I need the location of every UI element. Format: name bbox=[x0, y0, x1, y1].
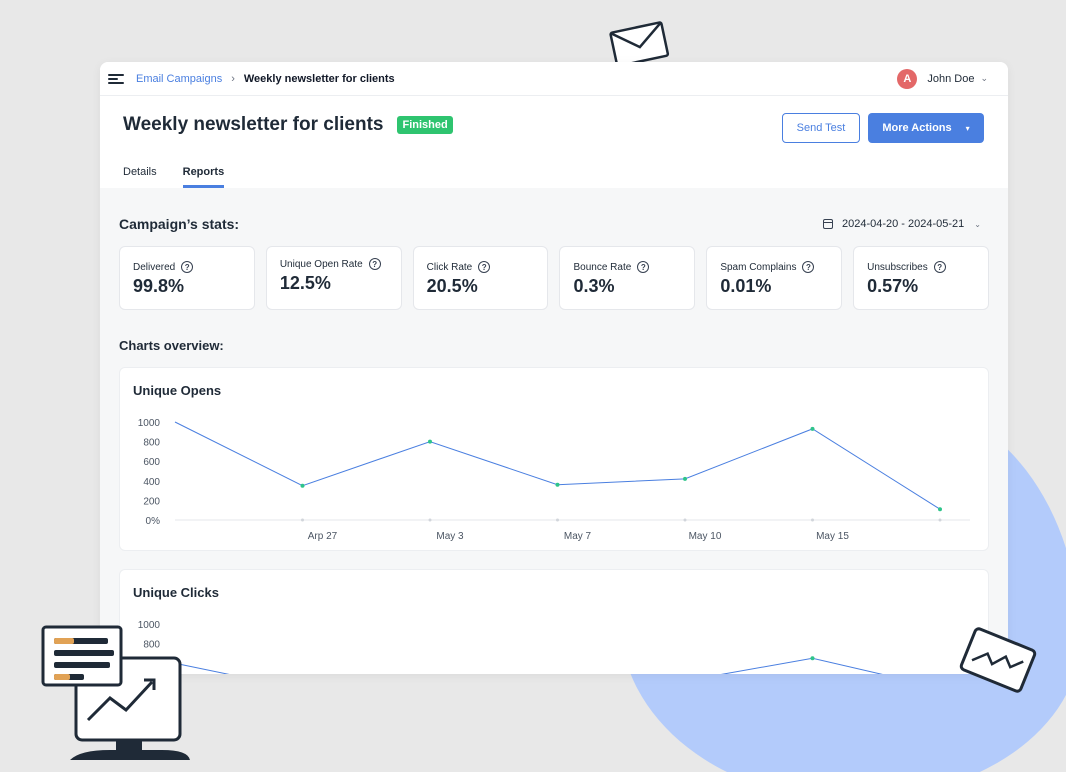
chevron-down-icon: ⌄ bbox=[980, 73, 988, 83]
tab-reports[interactable]: Reports bbox=[182, 166, 225, 188]
chart-title: Unique Opens bbox=[133, 383, 222, 398]
y-tick-label: 400 bbox=[143, 477, 160, 488]
stat-label: Bounce Rate bbox=[573, 261, 632, 273]
stat-label: Click Rate bbox=[426, 261, 473, 273]
charts-overview-title: Charts overview: bbox=[119, 338, 224, 353]
date-range-picker[interactable]: 2024-04-20 - 2024-05-21 ⌄ bbox=[822, 218, 981, 230]
x-tick-mark bbox=[428, 518, 432, 522]
chart-card-icon bbox=[959, 627, 1037, 693]
stat-value: 0.57% bbox=[867, 276, 919, 296]
menu-icon[interactable] bbox=[108, 72, 124, 86]
unique-clicks-chart: 1000 800 bbox=[138, 620, 883, 674]
more-actions-label: More Actions bbox=[882, 122, 952, 134]
help-icon[interactable]: ? bbox=[181, 261, 194, 273]
x-tick-mark bbox=[811, 518, 814, 522]
y-tick-label: 800 bbox=[143, 438, 160, 449]
data-point bbox=[938, 507, 942, 512]
x-tick-label: May 10 bbox=[689, 531, 722, 542]
app-window: Email Campaigns › Weekly newsletter for … bbox=[100, 62, 1008, 674]
chart-card-unique-opens: Unique Opens 1000 800 600 400 200 0% Arp 27 May… bbox=[119, 367, 989, 551]
y-tick-label: 1000 bbox=[138, 418, 161, 429]
help-icon[interactable]: ? bbox=[637, 261, 650, 273]
date-range-value: 2024-04-20 - 2024-05-21 bbox=[841, 218, 965, 230]
y-tick-label: 600 bbox=[143, 457, 160, 468]
top-bar: Email Campaigns › Weekly newsletter for … bbox=[100, 62, 1008, 96]
x-tick-label: Arp 27 bbox=[308, 531, 338, 542]
stats-row: Delivered? 99.8% Unique Open Rate? 12.5%… bbox=[119, 246, 989, 310]
unique-opens-chart: 1000 800 600 400 200 0% Arp 27 May 3 May 7 May 10… bbox=[138, 418, 970, 542]
x-tick-mark bbox=[301, 518, 304, 522]
x-tick-mark bbox=[556, 518, 559, 522]
calendar-icon bbox=[822, 219, 833, 229]
series-line bbox=[174, 657, 883, 674]
stat-value: 99.8% bbox=[133, 276, 185, 296]
status-badge: Finished bbox=[397, 116, 453, 134]
tab-details[interactable]: Details bbox=[123, 166, 157, 178]
envelope-icon bbox=[609, 21, 670, 68]
stat-label: Delivered bbox=[133, 261, 176, 273]
monitor-icon bbox=[41, 625, 190, 760]
more-actions-button[interactable]: More Actions ▾ bbox=[868, 113, 984, 143]
data-point bbox=[555, 482, 560, 487]
stat-label: Spam Complains bbox=[720, 261, 797, 273]
stat-value: 20.5% bbox=[426, 276, 478, 296]
help-icon[interactable]: ? bbox=[802, 261, 815, 273]
chart-title: Unique Clicks bbox=[133, 585, 219, 600]
data-point bbox=[683, 476, 687, 481]
breadcrumb-separator: › bbox=[231, 72, 235, 85]
stat-card-unsubscribes: Unsubscribes? 0.57% bbox=[853, 246, 989, 310]
stat-card-delivered: Delivered? 99.8% bbox=[119, 246, 255, 310]
chart-card-unique-clicks: Unique Clicks 1000 800 bbox=[119, 569, 989, 674]
data-point bbox=[300, 483, 305, 488]
page-header: Weekly newsletter for clients Finished S… bbox=[100, 96, 1008, 188]
y-tick-label: 0% bbox=[146, 516, 161, 527]
x-tick-label: May 15 bbox=[816, 531, 849, 542]
avatar: A bbox=[897, 68, 918, 89]
x-tick-mark bbox=[938, 518, 942, 522]
y-tick-label: 1000 bbox=[138, 620, 161, 631]
page-title: Weekly newsletter for clients bbox=[123, 114, 384, 135]
series-line bbox=[174, 421, 941, 510]
stat-card-unique-open-rate: Unique Open Rate? 12.5% bbox=[265, 246, 402, 310]
user-menu[interactable]: A John Doe ⌄ bbox=[897, 68, 988, 89]
stat-label: Unique Open Rate bbox=[279, 258, 363, 270]
stat-card-bounce-rate: Bounce Rate? 0.3% bbox=[559, 246, 696, 310]
y-tick-label: 200 bbox=[143, 496, 160, 507]
user-name: John Doe bbox=[927, 72, 975, 85]
stats-title: Campaign’s stats: bbox=[119, 216, 240, 232]
help-icon[interactable]: ? bbox=[368, 258, 381, 270]
data-point bbox=[810, 426, 815, 431]
help-icon[interactable]: ? bbox=[933, 261, 946, 273]
breadcrumb-parent[interactable]: Email Campaigns bbox=[136, 72, 223, 85]
stat-card-spam-complains: Spam Complains? 0.01% bbox=[706, 246, 843, 310]
stat-value: 0.3% bbox=[573, 276, 615, 296]
stat-label: Unsubscribes bbox=[867, 261, 928, 273]
stat-value: 0.01% bbox=[720, 276, 772, 296]
breadcrumb-current: Weekly newsletter for clients bbox=[243, 72, 395, 85]
x-tick-mark bbox=[683, 518, 687, 522]
stat-card-click-rate: Click Rate? 20.5% bbox=[412, 246, 549, 310]
stat-value: 12.5% bbox=[279, 273, 331, 293]
help-icon[interactable]: ? bbox=[478, 261, 491, 273]
data-point bbox=[810, 656, 815, 661]
chevron-down-icon: ▾ bbox=[965, 123, 970, 133]
x-tick-label: May 3 bbox=[436, 531, 464, 542]
chevron-down-icon: ⌄ bbox=[974, 219, 981, 229]
send-test-button[interactable]: Send Test bbox=[782, 113, 860, 143]
y-tick-label: 800 bbox=[143, 640, 160, 651]
data-point bbox=[428, 439, 432, 444]
x-tick-label: May 7 bbox=[564, 531, 592, 542]
